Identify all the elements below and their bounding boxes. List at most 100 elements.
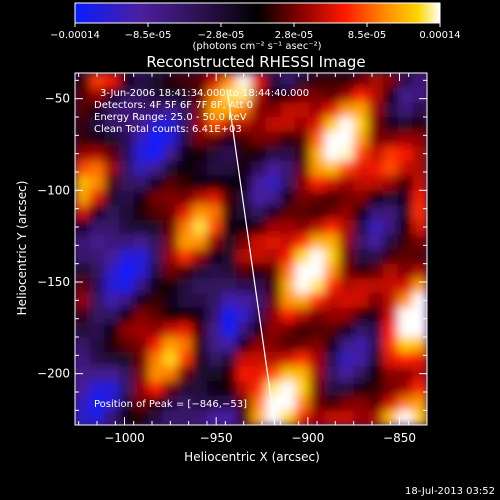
- heatmap-cell: [104, 410, 120, 425]
- footer-timestamp: 18-Jul-2013 03:52: [405, 486, 495, 497]
- heatmap-cell: [207, 351, 223, 367]
- heatmap-cell: [295, 249, 311, 265]
- heatmap-cell: [192, 205, 208, 221]
- heatmap-cell: [397, 337, 413, 353]
- heatmap-cell: [133, 307, 149, 323]
- heatmap-cell: [133, 117, 149, 133]
- heatmap-cell: [163, 263, 179, 279]
- heatmap-cell: [207, 146, 223, 162]
- heatmap-cell: [309, 395, 325, 411]
- heatmap-cell: [133, 410, 149, 425]
- heatmap-cell: [265, 366, 281, 382]
- heatmap-cell: [192, 366, 208, 382]
- heatmap-cell: [251, 249, 267, 265]
- annotation-peak: Position of Peak = [−846,−53]: [94, 399, 247, 410]
- heatmap-cell: [177, 366, 193, 382]
- heatmap-cell: [207, 234, 223, 250]
- annotation-time-range: 3-Jun-2006 18:41:34.000 to 18:44:40.000: [100, 88, 309, 99]
- heatmap-cell: [75, 117, 91, 133]
- heatmap-cell: [148, 366, 164, 382]
- heatmap-cell: [119, 395, 135, 411]
- heatmap-cell: [324, 146, 340, 162]
- heatmap-cell: [339, 73, 355, 89]
- heatmap-cell: [339, 87, 355, 103]
- heatmap-cell: [192, 263, 208, 279]
- heatmap-cell: [412, 190, 427, 206]
- heatmap-cell: [148, 190, 164, 206]
- heatmap-cell: [221, 366, 237, 382]
- heatmap-cell: [397, 146, 413, 162]
- heatmap-cell: [280, 117, 296, 133]
- heatmap-cell: [280, 307, 296, 323]
- colorbar-unit-label: (photons cm⁻² s⁻¹ asec⁻²): [192, 41, 321, 52]
- heatmap-cell: [280, 395, 296, 411]
- heatmap-cell: [89, 395, 105, 411]
- heatmap-cell: [309, 307, 325, 323]
- heatmap-cell: [397, 249, 413, 265]
- heatmap-cell: [412, 293, 427, 309]
- heatmap-cell: [412, 351, 427, 367]
- heatmap-cell: [412, 87, 427, 103]
- heatmap-cell: [265, 87, 281, 103]
- heatmap-cell: [309, 87, 325, 103]
- heatmap-cell: [177, 395, 193, 411]
- heatmap-cell: [75, 337, 91, 353]
- heatmap-cell: [397, 161, 413, 177]
- heatmap-cell: [177, 351, 193, 367]
- heatmap-cell: [265, 117, 281, 133]
- heatmap-cell: [295, 322, 311, 338]
- heatmap-cell: [133, 337, 149, 353]
- heatmap-cell: [324, 337, 340, 353]
- heatmap-cell: [133, 381, 149, 397]
- heatmap-cell: [383, 278, 399, 294]
- heatmap-cell: [353, 117, 369, 133]
- heatmap-cell: [133, 219, 149, 235]
- heatmap-cell: [192, 117, 208, 133]
- heatmap-cell: [236, 263, 252, 279]
- heatmap-cell: [177, 307, 193, 323]
- heatmap-cell: [265, 337, 281, 353]
- heatmap-cell: [265, 351, 281, 367]
- heatmap-cell: [309, 337, 325, 353]
- heatmap-cell: [133, 366, 149, 382]
- heatmap-cell: [104, 307, 120, 323]
- heatmap-cell: [339, 219, 355, 235]
- heatmap-cell: [75, 263, 91, 279]
- heatmap-cell: [207, 87, 223, 103]
- heatmap-cell: [383, 322, 399, 338]
- heatmap-cell: [133, 102, 149, 118]
- heatmap-cell: [133, 249, 149, 265]
- heatmap-cell: [89, 161, 105, 177]
- heatmap-cell: [148, 131, 164, 147]
- heatmap-cell: [397, 102, 413, 118]
- x-axis-label: Heliocentric X (arcsec): [184, 450, 320, 464]
- heatmap-cell: [119, 117, 135, 133]
- annotation-clean: Clean Total counts: 6.41E+03: [94, 124, 242, 135]
- heatmap-cell: [265, 278, 281, 294]
- heatmap-cell: [368, 219, 384, 235]
- heatmap-cell: [207, 366, 223, 382]
- heatmap-cell: [89, 131, 105, 147]
- heatmap-cell: [148, 205, 164, 221]
- heatmap-cell: [89, 263, 105, 279]
- heatmap-cell: [280, 410, 296, 425]
- heatmap-cell: [397, 293, 413, 309]
- heatmap-cell: [353, 102, 369, 118]
- heatmap-cell: [251, 175, 267, 191]
- heatmap-cell: [324, 395, 340, 411]
- heatmap-cell: [119, 293, 135, 309]
- heatmap-cell: [280, 161, 296, 177]
- heatmap-cell: [353, 381, 369, 397]
- heatmap-cell: [192, 381, 208, 397]
- heatmap-cell: [104, 366, 120, 382]
- heatmap-cell: [236, 381, 252, 397]
- heatmap-cell: [324, 293, 340, 309]
- heatmap-cell: [339, 117, 355, 133]
- heatmap-cell: [383, 131, 399, 147]
- heatmap-cell: [104, 381, 120, 397]
- heatmap-cell: [368, 395, 384, 411]
- heatmap-cell: [368, 381, 384, 397]
- heatmap-cell: [295, 307, 311, 323]
- heatmap-cell: [412, 131, 427, 147]
- heatmap-cell: [280, 263, 296, 279]
